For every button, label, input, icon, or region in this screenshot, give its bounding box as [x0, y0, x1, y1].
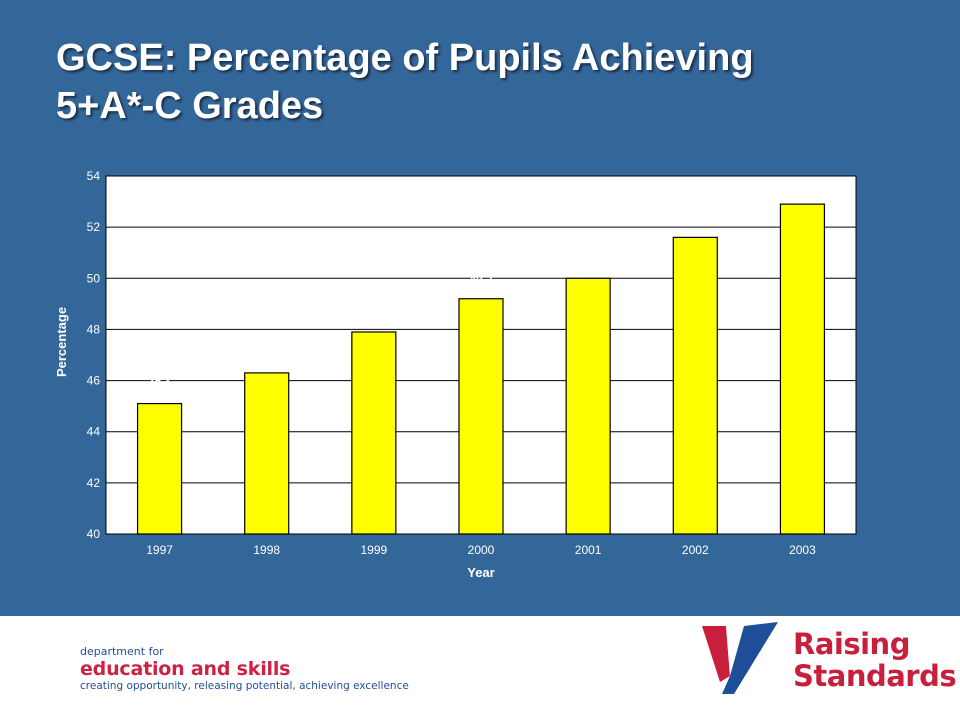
raising-standards-line-2: Standards	[793, 659, 957, 693]
data-label: 51.6	[684, 211, 708, 225]
data-label: 46.3	[255, 347, 279, 361]
dfes-logo-line-1: department for	[80, 645, 164, 658]
y-tick-label: 54	[87, 169, 101, 183]
data-label: 45.1	[148, 378, 172, 392]
slide-title: GCSE: Percentage of Pupils Achieving 5+A…	[56, 34, 916, 130]
y-tick-label: 42	[87, 476, 101, 490]
data-label: 49.2	[469, 273, 493, 287]
y-tick-label: 50	[87, 271, 101, 285]
y-tick-label: 52	[87, 220, 101, 234]
footer	[0, 616, 960, 720]
x-tick-label: 1999	[361, 543, 388, 557]
data-label: 47.9	[362, 306, 386, 320]
y-tick-label: 46	[87, 374, 101, 388]
x-tick-label: 1997	[146, 543, 173, 557]
x-tick-label: 2003	[789, 543, 816, 557]
raising-standards-logo: Raising Standards	[793, 627, 957, 693]
bar	[244, 372, 290, 535]
x-tick-label: 2002	[682, 543, 709, 557]
dfes-logo-tagline: creating opportunity, releasing potentia…	[80, 680, 409, 692]
x-tick-label: 1998	[253, 543, 280, 557]
y-tick-label: 40	[87, 527, 101, 541]
data-label: 50	[581, 252, 595, 266]
bar	[565, 277, 611, 535]
bar-chart: 40 42 44 46 48 50 52 54 45.1 1997 46.3 1998 47.9 1999…	[54, 169, 857, 580]
dfes-logo-line-2: education and skills	[80, 658, 291, 680]
x-tick-label: 2000	[468, 543, 495, 557]
y-tick-label: 48	[87, 322, 101, 336]
dfes-logo: department for education and skills crea…	[80, 645, 409, 693]
raising-standards-line-1: Raising	[793, 627, 910, 661]
x-tick-label: 2001	[575, 543, 602, 557]
bar	[458, 298, 504, 535]
x-axis-title: Year	[467, 565, 494, 580]
bar	[672, 236, 718, 535]
bar	[136, 402, 183, 535]
y-tick-label: 44	[87, 425, 101, 439]
slide-title-line-1: GCSE: Percentage of Pupils Achieving	[56, 37, 754, 79]
bar	[779, 203, 826, 535]
bar	[351, 331, 397, 535]
slide-title-line-2: 5+A*-C Grades	[56, 85, 324, 127]
raising-standards-tick-icon	[702, 622, 778, 694]
y-axis-title: Percentage	[54, 307, 69, 377]
data-label: 52.9	[791, 178, 815, 192]
